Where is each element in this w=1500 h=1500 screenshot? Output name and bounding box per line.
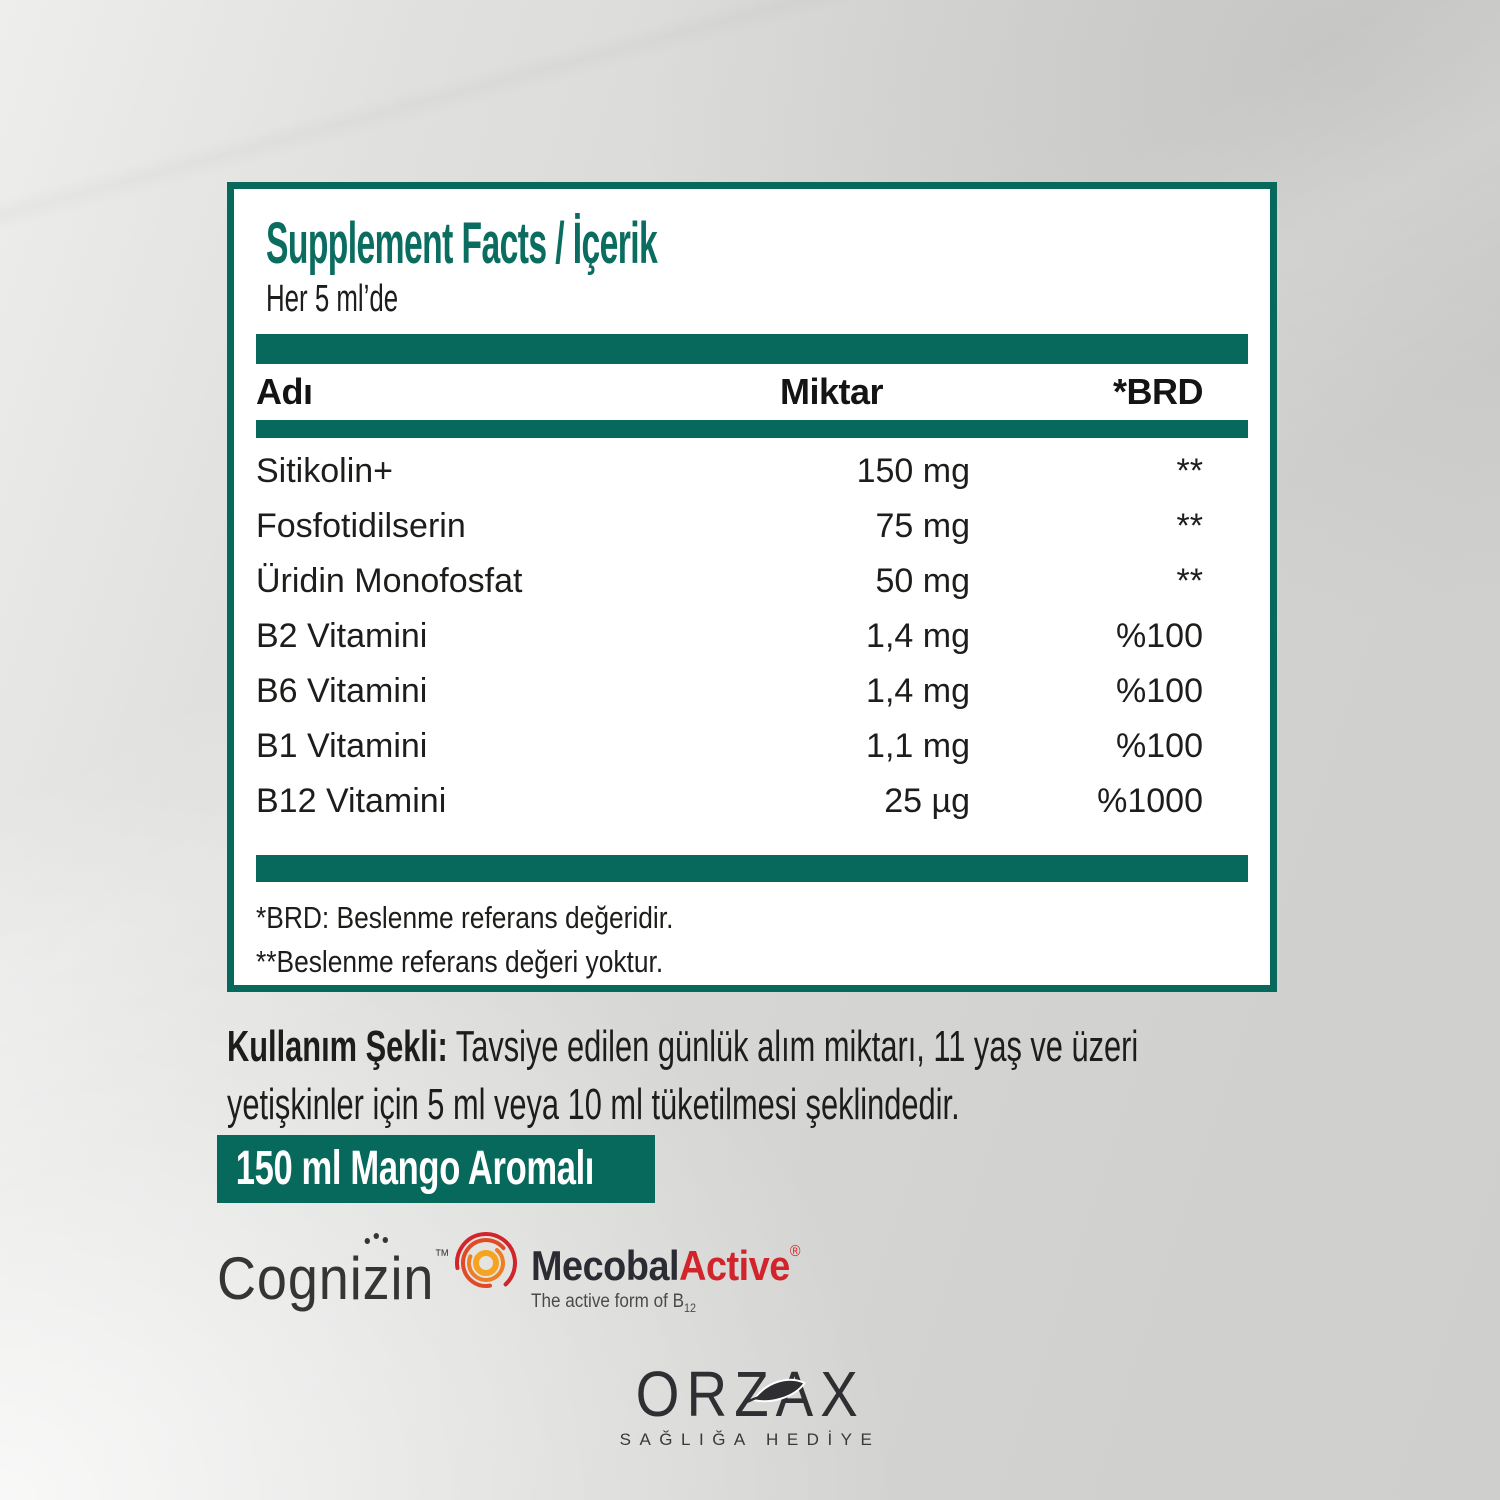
mecobal-name-red: Active	[679, 1242, 790, 1289]
ingredient-name: Fosfotidilserin	[256, 507, 466, 545]
ingredient-name: B1 Vitamini	[256, 727, 428, 765]
table-row: B12 Vitamini 25 µg %1000	[256, 774, 1248, 829]
ingredient-brd: **	[1176, 562, 1203, 600]
mecobal-active-logo: MecobalActive® The active form of B12	[453, 1230, 830, 1321]
cognizin-z-dots: z	[362, 1238, 391, 1312]
divider-bar-bottom	[256, 855, 1248, 882]
ingredient-brd: %100	[1116, 727, 1203, 765]
usage-directions: Kullanım Şekli: Tavsiye edilen günlük al…	[227, 1018, 1277, 1134]
ingredient-name: B6 Vitamini	[256, 672, 428, 710]
ingredient-brd: **	[1176, 452, 1203, 490]
ingredient-name: B2 Vitamini	[256, 617, 428, 655]
ingredient-amount: 1,4 mg	[866, 672, 970, 710]
table-row: Üridin Monofosfat 50 mg **	[256, 554, 1248, 609]
ingredient-brd: %100	[1116, 672, 1203, 710]
mecobal-text-block: MecobalActive® The active form of B12	[531, 1230, 800, 1321]
footnote-no-ref: **Beslenme referans değeri yoktur.	[256, 944, 664, 979]
table-row: Sitikolin+ 150 mg **	[256, 444, 1248, 499]
table-row: Fosfotidilserin 75 mg **	[256, 499, 1248, 554]
ingredient-amount: 25 µg	[884, 782, 970, 820]
table-row: B2 Vitamini 1,4 mg %100	[256, 609, 1248, 664]
cognizin-text: in	[390, 1245, 435, 1312]
divider-bar-header	[256, 420, 1248, 438]
table-row: B1 Vitamini 1,1 mg %100	[256, 719, 1248, 774]
ingredient-table: Sitikolin+ 150 mg ** Fosfotidilserin 75 …	[256, 438, 1248, 839]
footnote-brd: *BRD: Beslenme referans değeridir.	[256, 900, 674, 935]
orzax-tagline: SAĞLIĞA HEDİYE	[619, 1430, 881, 1449]
ingredient-name: B12 Vitamini	[256, 782, 447, 820]
mecobal-name-dark: Mecobal	[531, 1242, 680, 1289]
registered-symbol: ®	[789, 1243, 801, 1260]
serving-size: Her 5 ml’de	[266, 278, 399, 320]
mecobal-swirl-icon	[455, 1232, 517, 1294]
footnotes: *BRD: Beslenme referans değeridir. **Bes…	[256, 896, 1099, 984]
ingredient-amount: 1,4 mg	[866, 617, 970, 655]
ingredient-brd: **	[1176, 507, 1203, 545]
orzax-wordmark: ORZAX	[635, 1362, 864, 1426]
ingredient-name: Sitikolin+	[256, 452, 394, 490]
ingredient-name: Üridin Monofosfat	[256, 562, 523, 600]
ingredient-brd: %100	[1116, 617, 1203, 655]
table-header: Adı Miktar *BRD	[256, 364, 1248, 420]
mecobal-tagline-sub: 12	[684, 1300, 697, 1315]
orzax-text: ORZAX	[635, 1358, 865, 1430]
column-header-amount: Miktar	[780, 371, 884, 412]
ingredient-amount: 50 mg	[875, 562, 971, 600]
ingredient-brd: %1000	[1097, 782, 1203, 820]
mecobal-tagline-text: The active form of B	[531, 1291, 685, 1312]
cognizin-logo: Cognizin™	[217, 1224, 450, 1311]
ingredient-amount: 150 mg	[856, 452, 970, 490]
mecobal-tagline: The active form of B12	[531, 1289, 800, 1321]
mecobal-name: MecobalActive®	[531, 1230, 800, 1288]
usage-label: Kullanım Şekli:	[227, 1022, 448, 1071]
leaf-icon	[743, 1378, 807, 1405]
flavor-badge-label: 150 ml Mango Aromalı	[235, 1142, 595, 1195]
flavor-badge: 150 ml Mango Aromalı	[217, 1135, 655, 1203]
ingredient-amount: 75 mg	[875, 507, 971, 545]
column-header-name: Adı	[256, 371, 313, 412]
trademark-symbol: ™	[434, 1246, 450, 1265]
table-row: B6 Vitamini 1,4 mg %100	[256, 664, 1248, 719]
ingredient-amount: 1,1 mg	[866, 727, 970, 765]
column-header-brd: *BRD	[1112, 371, 1204, 412]
cognizin-text: Cogni	[217, 1245, 363, 1312]
divider-bar-top	[256, 334, 1248, 364]
supplement-facts-panel: Supplement Facts / İçerik Her 5 ml’de Ad…	[227, 182, 1277, 992]
orzax-logo: ORZAX SAĞLIĞA HEDİYE	[0, 1362, 1500, 1450]
panel-title: Supplement Facts / İçerik	[266, 211, 658, 276]
usage-text: Tavsiye edilen günlük alım miktarı, 11 y…	[227, 1022, 1139, 1129]
